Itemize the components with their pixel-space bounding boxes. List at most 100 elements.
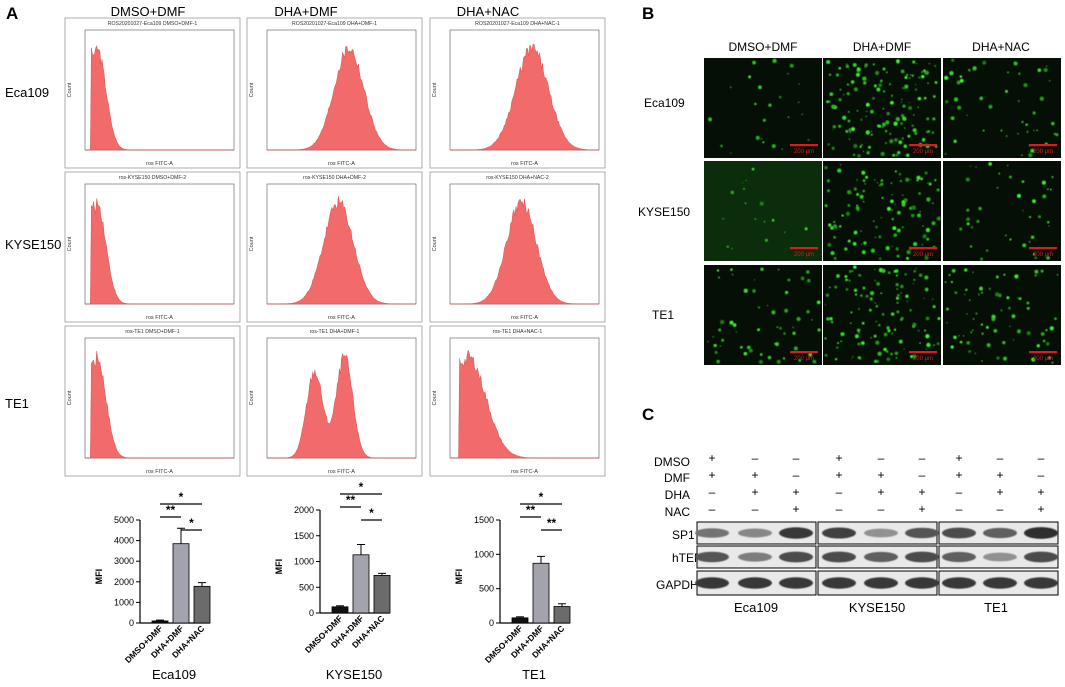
histogram-title: ros-TE1 DMSO+DMF-1 xyxy=(125,329,179,335)
fluorescent-cell xyxy=(746,345,751,350)
histogram-ylabel: Count xyxy=(432,236,438,251)
fluorescent-cell xyxy=(880,179,884,182)
fluorescent-cell xyxy=(853,143,858,149)
fluorescent-cell xyxy=(807,139,810,142)
fluorescent-cell xyxy=(707,340,709,343)
fluorescent-cell xyxy=(886,71,888,74)
fluorescent-cell xyxy=(806,278,811,283)
fluorescent-cell xyxy=(804,227,808,231)
fluorescent-cell xyxy=(1006,296,1010,300)
fluorescent-cell xyxy=(839,88,842,91)
fluorescent-cell xyxy=(892,153,895,157)
fluorescent-cell xyxy=(855,206,860,210)
fluorescent-cell xyxy=(896,310,900,314)
fluorescent-cell xyxy=(865,115,867,118)
chart-title: TE1 xyxy=(522,667,546,682)
fluorescent-cell xyxy=(852,241,857,246)
fluorescent-cell xyxy=(784,231,786,234)
micrograph-background xyxy=(704,161,822,261)
fluorescent-cell xyxy=(953,97,959,102)
fluorescent-cell xyxy=(838,124,842,128)
fluorescent-cell xyxy=(959,340,963,344)
fluorescent-cell xyxy=(913,114,915,116)
fluorescent-cell xyxy=(798,83,800,85)
fluorescent-cell xyxy=(771,218,775,222)
fluorescent-cell xyxy=(917,329,920,332)
fluorescent-cell xyxy=(865,110,868,113)
fluorescent-cell xyxy=(757,328,760,332)
histogram-ylabel: Count xyxy=(249,236,255,251)
protein-band xyxy=(779,527,813,539)
fluorescent-cell xyxy=(840,332,845,337)
scale-bar xyxy=(909,144,937,147)
fluorescent-cell xyxy=(895,247,899,251)
fluorescent-cell xyxy=(742,187,746,190)
treatment-label: DMF xyxy=(664,471,690,485)
fluorescent-cell xyxy=(971,329,974,332)
scale-bar-label: 200 μm xyxy=(1033,149,1053,155)
fluorescent-cell xyxy=(857,154,861,158)
histogram-ylabel: Count xyxy=(249,82,255,97)
fluorescent-cell xyxy=(904,84,909,89)
scale-bar xyxy=(1029,144,1057,147)
fluorescent-cell xyxy=(857,342,861,346)
fluorescent-cell xyxy=(730,268,733,271)
fluorescent-cell xyxy=(874,70,880,76)
fluorescent-cell xyxy=(908,106,913,110)
fluorescent-cell xyxy=(894,203,896,206)
fluorescent-cell xyxy=(886,111,890,116)
fluorescent-cell xyxy=(895,153,899,157)
fluorescent-cell xyxy=(953,335,957,340)
fluorescent-cell xyxy=(893,121,898,126)
fluorescent-cell xyxy=(800,276,805,281)
fluorescent-cell xyxy=(730,190,735,195)
bar xyxy=(532,562,550,624)
significance-mark: * xyxy=(369,506,374,520)
fluorescent-cell xyxy=(826,189,830,193)
fluorescence-image-grid: 200 μm 200 μm 200 μm 200 μm 200 μm 200 μm 200 … xyxy=(704,58,1061,365)
histogram-fill xyxy=(267,352,416,459)
treatment-sign: + xyxy=(708,468,715,482)
fluorescent-cell xyxy=(980,323,984,326)
fluorescent-cell xyxy=(1047,188,1049,191)
fluorescent-cell xyxy=(837,342,840,344)
fluorescent-cell xyxy=(841,214,844,217)
fluorescent-cell xyxy=(852,355,854,358)
fluorescent-cell xyxy=(828,100,831,103)
fluorescent-cell xyxy=(944,153,947,155)
fluorescent-cell xyxy=(895,282,899,287)
fluorescent-cell xyxy=(986,343,991,348)
fluorescent-cell xyxy=(1004,89,1009,93)
protein-band xyxy=(983,527,1017,539)
significance-mark: ** xyxy=(547,516,557,530)
fluorescent-cell xyxy=(1028,153,1033,158)
treatment-sign: – xyxy=(919,451,926,465)
fluorescent-cell xyxy=(754,218,757,220)
protein-band xyxy=(942,551,976,563)
treatment-sign: – xyxy=(836,502,843,516)
fluorescent-cell xyxy=(835,346,839,349)
fluorescent-cell xyxy=(996,356,1000,360)
histogram-ylabel: Count xyxy=(67,82,73,97)
fluorescent-cell xyxy=(919,210,921,213)
fluorescent-cell xyxy=(1018,72,1021,75)
treatment-sign: + xyxy=(792,485,799,499)
histogram-xlabel: ros FITC-A xyxy=(328,469,355,475)
micrograph-background xyxy=(943,58,1061,158)
fluorescent-cell xyxy=(729,320,734,325)
fluorescent-cell xyxy=(853,230,858,235)
fluorescent-cell xyxy=(861,321,865,325)
scale-bar xyxy=(909,247,937,250)
fluorescent-cell xyxy=(925,227,931,233)
fluorescent-cell xyxy=(1023,82,1028,88)
fluorescent-cell xyxy=(865,102,870,107)
fluorescent-cell xyxy=(906,300,908,302)
fluorescent-cell xyxy=(988,287,991,290)
fluorescent-cell xyxy=(829,92,834,97)
panel-b-row-label: Eca109 xyxy=(644,96,685,110)
fluorescent-cell xyxy=(951,268,956,273)
fluorescent-cell xyxy=(895,356,898,360)
fluorescent-cell xyxy=(778,95,782,99)
fluorescent-cell xyxy=(881,196,884,199)
fluorescent-cell xyxy=(836,274,840,278)
